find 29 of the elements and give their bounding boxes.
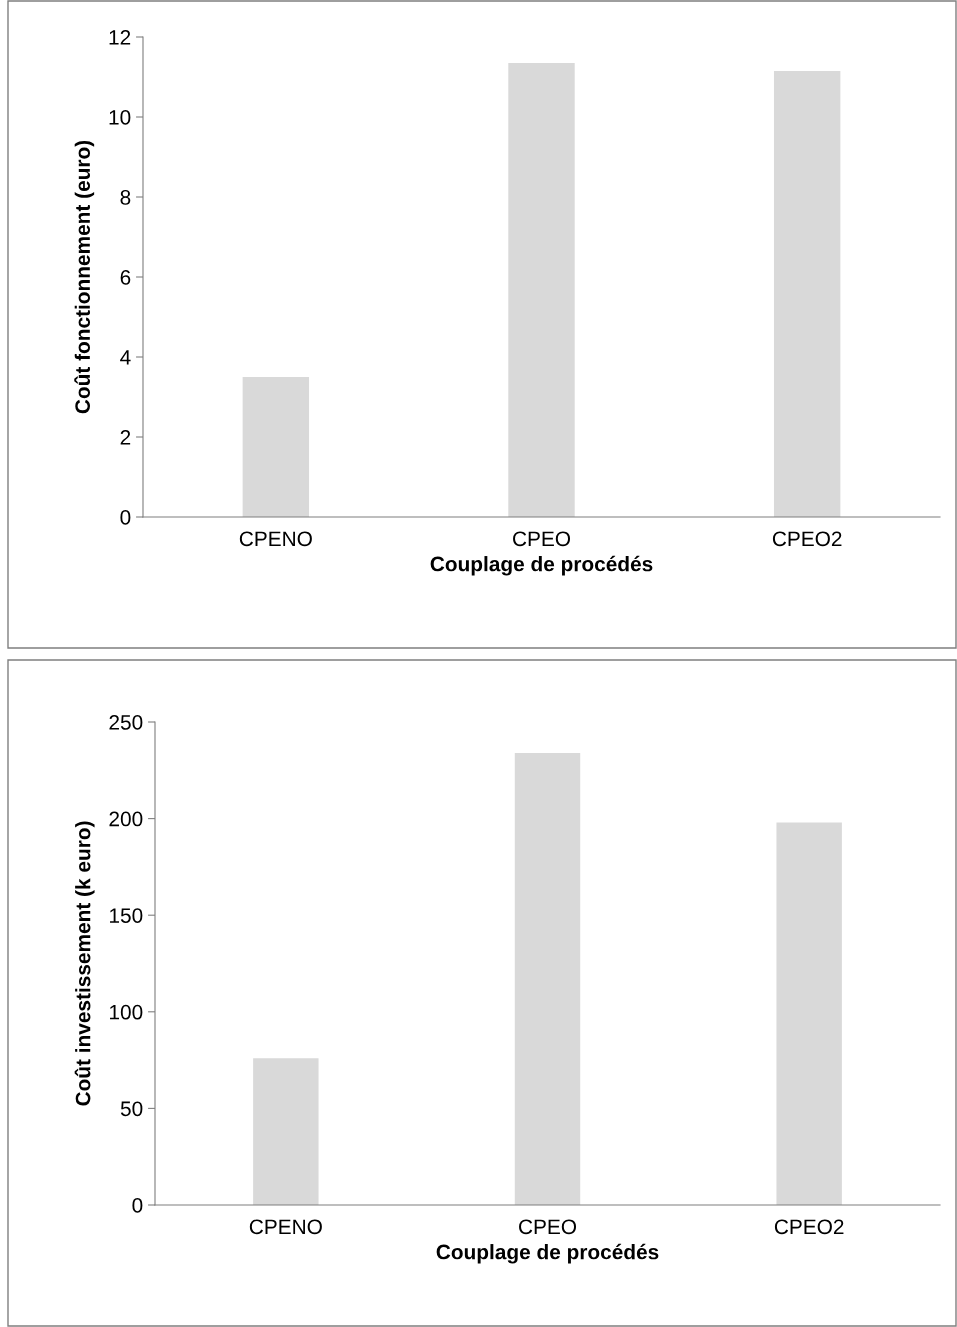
bar (508, 63, 575, 517)
y-tick-label: 6 (120, 270, 131, 285)
y-tick-label: 0 (120, 510, 131, 525)
x-tick-label: CPENO (239, 531, 312, 547)
y-tick-label: 2 (120, 430, 131, 445)
x-tick-label: CPEO (519, 1219, 577, 1235)
y-tick-label: 12 (109, 30, 131, 45)
y-tick-label: 200 (109, 811, 143, 827)
bar (514, 752, 581, 1205)
bar (253, 1058, 319, 1205)
x-axis-title: Couplage de procédés (436, 1243, 659, 1264)
x-tick-label: CPEO (513, 531, 571, 547)
y-tick-label: 250 (109, 715, 143, 730)
y-axis-title: Coût investissement (k euro) (74, 821, 95, 1106)
y-tick-label: 50 (120, 1101, 143, 1117)
x-tick-label: CPENO (249, 1219, 322, 1235)
bar (773, 71, 841, 517)
bar (242, 377, 310, 517)
y-tick-label: 0 (132, 1198, 143, 1213)
y-tick-label: 100 (110, 1004, 143, 1020)
x-axis-title: Couplage de procédés (430, 555, 653, 576)
bar (776, 822, 842, 1205)
y-axis-title: Coût fonctionnement (euro) (74, 140, 95, 414)
y-tick-label: 10 (109, 110, 131, 125)
x-tick-label: CPEO2 (774, 1219, 844, 1235)
y-tick-label: 150 (110, 908, 143, 923)
y-tick-label: 8 (120, 190, 131, 205)
x-tick-label: CPEO2 (772, 531, 842, 547)
y-tick-label: 4 (120, 350, 131, 365)
